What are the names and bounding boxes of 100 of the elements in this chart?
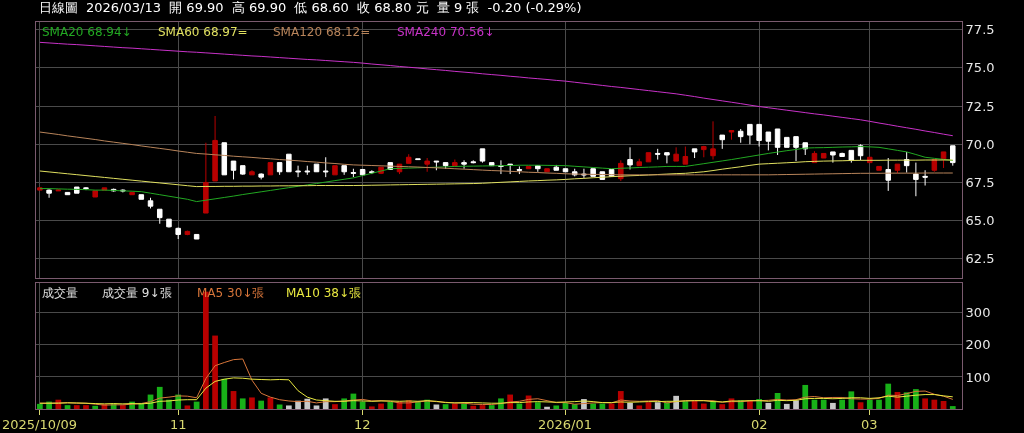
candlestick [682,146,689,165]
candlestick [433,160,440,171]
candlestick [46,188,52,199]
bar [470,405,477,409]
bar [627,402,633,409]
bar [415,401,421,409]
text: SMA120 68.12= [273,25,371,39]
candlestick [885,157,891,192]
candlestick [737,128,744,144]
candlestick [147,197,154,209]
candlestick [820,152,827,159]
bar [479,405,486,409]
candlestick [940,151,947,169]
bar [64,405,71,409]
bar [221,378,228,409]
bar [645,402,652,409]
bar [37,403,43,409]
candlestick [765,131,772,151]
bar [73,405,80,409]
candlestick [728,130,735,141]
text: SMA240 70.56↓ [397,25,495,39]
candlestick [784,136,790,148]
candlestick [424,157,430,173]
bar [857,402,864,409]
x-tick-label: 11 [170,417,187,432]
bar [184,405,191,409]
candlestick [516,165,523,175]
candlestick [332,165,338,176]
bar [700,403,707,409]
bar [368,406,375,409]
line-series [39,159,954,188]
chart-title: 日線圖 2026/03/13 開 69.90 高 69.90 低 68.60 收 68.80 元 量 9 張 -0.20 (-0.29%) [38,0,582,16]
bar [332,404,338,409]
candlestick [322,156,329,178]
candlestick [405,153,412,164]
text: SMA20 68.94↓ [42,25,132,39]
candlestick [913,162,919,197]
bar [304,398,311,409]
candlestick [230,160,237,180]
candlestick [719,134,726,150]
candlestick [212,115,218,182]
y-tick-label: 77.5 [965,22,995,38]
candlestick [544,168,550,173]
chart-title: 成交量 [42,286,78,300]
y-tick-label: 65.0 [965,213,995,229]
bar [83,405,89,409]
x-tick-label: 02 [751,417,768,432]
bar [553,405,560,409]
candlestick [470,159,477,164]
bar [756,399,762,409]
candlestick [950,145,956,167]
bar [285,405,292,409]
candlestick [525,165,532,170]
candlestick [138,194,145,200]
candlestick [931,159,938,173]
candlestick [636,158,643,167]
candlestick [894,163,901,174]
candlestick [55,188,62,192]
candlestick [452,159,458,167]
candlestick [239,165,246,176]
candlestick [710,120,716,161]
candlestick [830,151,836,164]
candlestick [203,142,209,214]
candlestick [774,128,781,156]
bar [922,398,928,409]
x-tick-label: 2026/01 [538,417,593,432]
candlestick [922,169,928,187]
candlestick [276,162,283,176]
text: MA10 38↓張 [286,286,361,300]
bar [461,403,467,409]
candlestick [350,168,357,178]
candlestick [627,146,633,170]
bar [534,402,541,409]
y-tick-label: 70.0 [965,136,995,152]
bar [92,405,99,409]
candlestick [747,123,753,145]
y-tick-label: 67.5 [965,175,995,191]
candlestick [507,163,513,175]
y-tick-label: 300 [965,305,991,321]
candlestick [415,158,421,161]
candlestick [286,153,292,173]
x-tick-label: 12 [354,417,371,432]
bar [590,403,597,409]
bar [654,402,661,409]
bar [239,398,246,409]
bar [451,403,458,409]
bar [820,399,827,409]
candlestick [193,233,200,240]
bar [212,335,218,409]
candlestick [156,208,163,225]
bar [488,405,495,409]
candlestick [691,148,698,159]
line-series [39,377,954,405]
bar [120,405,126,409]
candlestick [341,165,347,176]
candlestick [701,145,707,158]
text: MA5 30↓張 [197,286,265,300]
text: SMA60 68.97= [158,25,248,39]
candlestick [304,165,311,176]
x-tick-label: 03 [861,417,878,432]
